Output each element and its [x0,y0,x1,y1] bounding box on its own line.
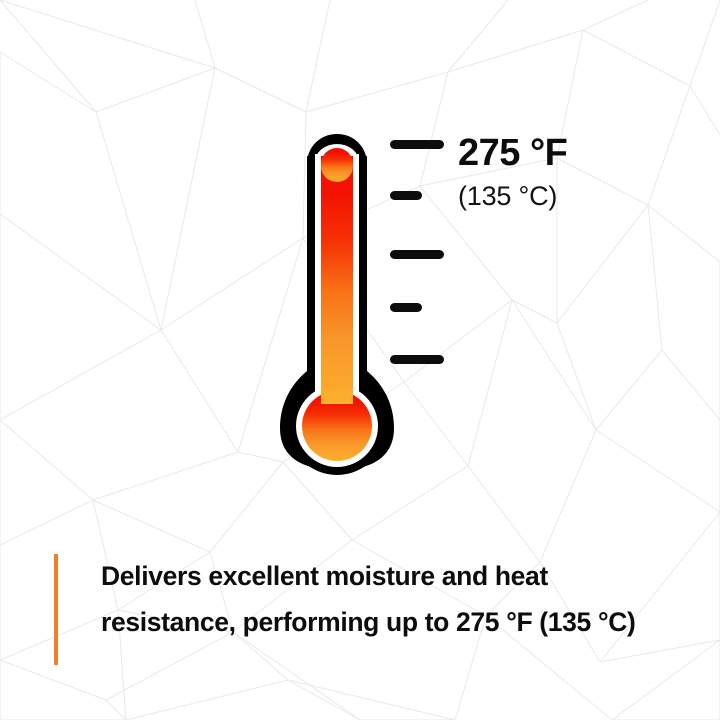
caption-block: Delivers excellent moisture and heat res… [54,554,684,665]
scale-major-tick-2 [390,250,444,259]
scale-minor-tick-1 [390,191,422,200]
scale-minor-tick-2 [390,303,422,312]
readout-fahrenheit: 275 °F [458,132,568,174]
thermometer-icon [280,134,394,475]
scale-top-major-tick [390,140,444,149]
temperature-readout: 275 °F (135 °C) [458,132,688,212]
caption-text: Delivers excellent moisture and heat res… [101,561,636,637]
readout-celsius: (135 °C) [458,180,558,211]
caption-accent-bar [54,554,58,665]
temperature-scale [390,140,450,370]
thermometer-mercury-fill [302,148,372,461]
scale-bottom-major-tick [390,355,444,364]
